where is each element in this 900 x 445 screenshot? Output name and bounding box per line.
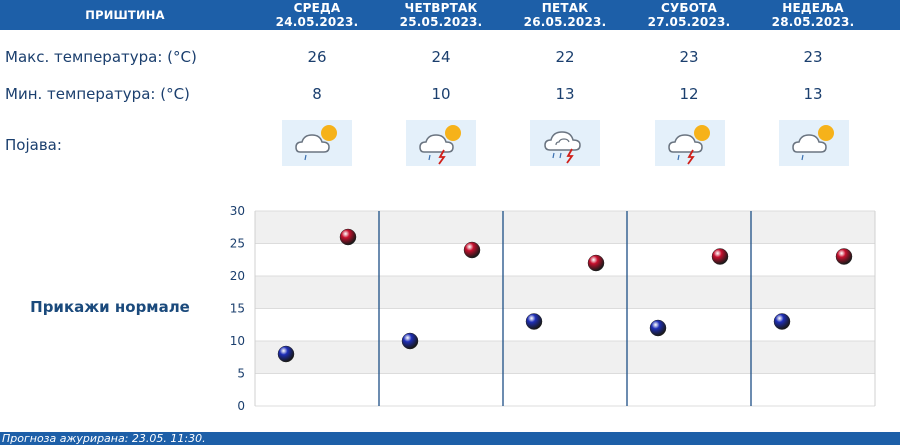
y-tick-label: 25 bbox=[230, 237, 245, 251]
max-temp-point bbox=[463, 241, 481, 259]
min-temp-point bbox=[277, 345, 295, 363]
min-temp-point bbox=[525, 313, 543, 330]
day-name: СРЕДА bbox=[293, 1, 341, 15]
day-date: 28.05.2023. bbox=[771, 15, 855, 29]
min-temp-value: 13 bbox=[803, 85, 823, 103]
city-name: ПРИШТИНА bbox=[85, 8, 165, 22]
show-normals-link[interactable]: Прикажи нормале bbox=[30, 298, 190, 316]
y-tick-label: 5 bbox=[237, 367, 245, 381]
day-date: 27.05.2023. bbox=[647, 15, 731, 29]
forecast-header: ПРИШТИНА СРЕДА 24.05.2023. ЧЕТВРТАК 25.0… bbox=[0, 0, 900, 30]
y-tick-label: 20 bbox=[230, 269, 245, 283]
cloud-sun-rain-icon bbox=[282, 120, 352, 166]
day-date: 25.05.2023. bbox=[399, 15, 483, 29]
max-temp-value: 23 bbox=[679, 48, 699, 66]
max-temp-value: 24 bbox=[431, 48, 451, 66]
max-temp-point bbox=[711, 248, 729, 265]
max-temp-value: 23 bbox=[803, 48, 823, 66]
day-header-2: ПЕТАК 26.05.2023. bbox=[505, 0, 625, 30]
day-header-4: НЕДЕЉА 28.05.2023. bbox=[753, 0, 873, 30]
cloud-thunder-rain-icon bbox=[530, 120, 600, 166]
day-header-0: СРЕДА 24.05.2023. bbox=[257, 0, 377, 30]
y-tick-label: 15 bbox=[230, 302, 245, 316]
max-temp-point bbox=[587, 254, 605, 272]
forecast-updated-text: Прогноза ажурирана: 23.05. 11:30. bbox=[2, 432, 206, 445]
day-name: ЧЕТВРТАК bbox=[404, 1, 478, 15]
day-date: 24.05.2023. bbox=[275, 15, 359, 29]
chart-band bbox=[255, 276, 875, 309]
y-tick-label: 10 bbox=[230, 334, 245, 348]
forecast-updated-footer: Прогноза ажурирана: 23.05. 11:30. bbox=[0, 432, 900, 445]
max-temp-point bbox=[339, 228, 357, 246]
cloud-sun-rain-icon bbox=[779, 120, 849, 166]
min-temp-point bbox=[649, 319, 667, 337]
min-temp-value: 13 bbox=[555, 85, 575, 103]
chart-band bbox=[255, 308, 875, 341]
max-temp-point bbox=[835, 248, 853, 265]
y-tick-label: 0 bbox=[237, 399, 245, 413]
day-header-1: ЧЕТВРТАК 25.05.2023. bbox=[381, 0, 501, 30]
day-date: 26.05.2023. bbox=[523, 15, 607, 29]
min-temp-label: Мин. температура: (°C) bbox=[5, 85, 190, 103]
chart-band bbox=[255, 243, 875, 276]
y-tick-label: 30 bbox=[230, 204, 245, 218]
cloud-sun-thunder-icon bbox=[655, 120, 725, 166]
chart-band bbox=[255, 373, 875, 406]
day-name: СУБОТА bbox=[660, 1, 718, 15]
chart-band bbox=[255, 211, 875, 244]
temperature-chart: 0 5 10 15 20 25 30 bbox=[230, 204, 876, 413]
chart-band bbox=[255, 341, 875, 374]
phenomenon-label: Појава: bbox=[5, 136, 62, 154]
min-temp-point bbox=[401, 332, 419, 350]
max-temp-value: 22 bbox=[555, 48, 575, 66]
min-temp-point bbox=[773, 313, 791, 330]
min-temp-value: 10 bbox=[431, 85, 451, 103]
day-name: ПЕТАК bbox=[541, 1, 589, 15]
max-temp-label: Макс. температура: (°C) bbox=[5, 48, 197, 66]
max-temp-value: 26 bbox=[307, 48, 327, 66]
day-name: НЕДЕЉА bbox=[782, 1, 844, 15]
cloud-sun-thunder-icon bbox=[406, 120, 476, 166]
day-header-3: СУБОТА 27.05.2023. bbox=[629, 0, 749, 30]
min-temp-value: 8 bbox=[312, 85, 322, 103]
min-temp-value: 12 bbox=[679, 85, 699, 103]
